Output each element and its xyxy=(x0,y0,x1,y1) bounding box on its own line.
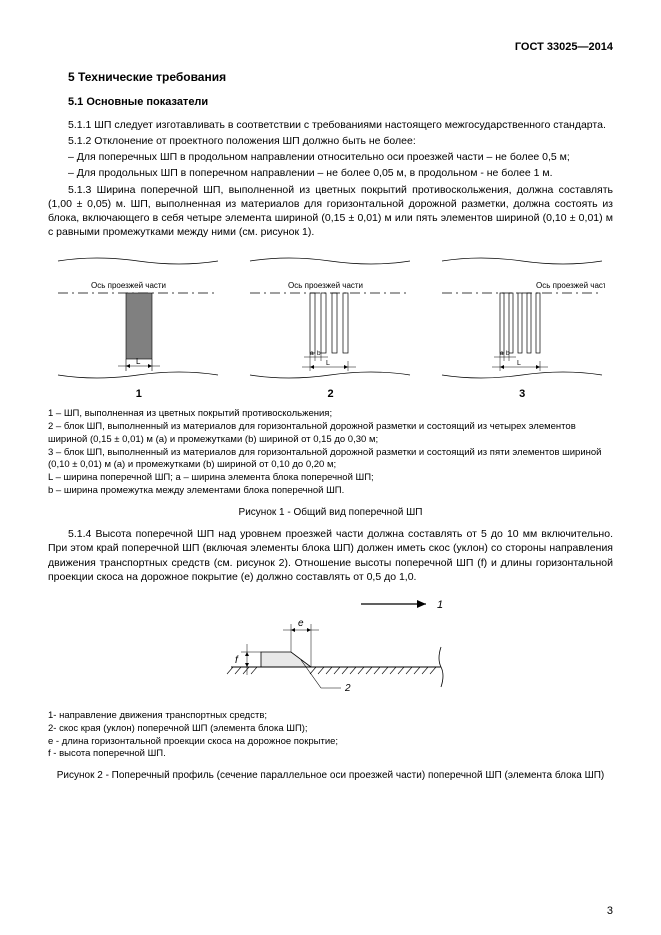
para-511: 5.1.1 ШП следует изготавливать в соответ… xyxy=(48,118,613,132)
figure-2-legend: 1- направление движения транспортных сре… xyxy=(48,710,613,761)
figure-1-svg-2: Ось проезжей части a b L xyxy=(248,253,413,383)
dim-b-2: b xyxy=(317,350,321,357)
figure-1-cell-2: Ось проезжей части a b L 2 xyxy=(240,253,422,402)
legend-line: 2- скос края (уклон) поперечной ШП (элем… xyxy=(48,723,613,736)
legend-line: 3 – блок ШП, выполненный из материалов д… xyxy=(48,447,613,473)
legend-line: 1- направление движения транспортных сре… xyxy=(48,710,613,723)
fig2-label-e: e xyxy=(298,618,304,629)
fig-number-1: 1 xyxy=(48,387,230,402)
subsection-title: Основные показатели xyxy=(86,96,208,108)
legend-line: e - длина горизонтальной проекции скоса … xyxy=(48,736,613,749)
section-number: 5 xyxy=(68,70,75,84)
dim-L-3: L xyxy=(517,360,521,367)
dim-a-3: a xyxy=(500,350,504,357)
legend-line: 1 – ШП, выполненная из цветных покрытий … xyxy=(48,408,613,421)
legend-line: 2 – блок ШП, выполненный из материалов д… xyxy=(48,421,613,447)
axis-label-3: Ось проезжей части xyxy=(536,281,605,290)
fig2-label-1: 1 xyxy=(437,599,443,611)
figure-1-legend: 1 – ШП, выполненная из цветных покрытий … xyxy=(48,408,613,498)
figure-1-cell-3: Ось проезжей части a b L xyxy=(431,253,613,402)
axis-label-2: Ось проезжей части xyxy=(288,281,363,290)
section-title: Технические требования xyxy=(78,70,226,84)
legend-line: L – ширина поперечной ШП; a – ширина эле… xyxy=(48,472,613,485)
dim-L-1: L xyxy=(136,357,141,366)
subsection-number: 5.1 xyxy=(68,96,83,108)
figure-1-svg-3: Ось проезжей части a b L xyxy=(440,253,605,383)
legend-line: b – ширина промежутка между элементами б… xyxy=(48,485,613,498)
dim-b-3: b xyxy=(506,350,510,357)
para-513: 5.1.3 Ширина поперечной ШП, выполненной … xyxy=(48,183,613,240)
figure-2-svg: 1 xyxy=(191,592,471,702)
para-512b: – Для продольных ШП в поперечном направл… xyxy=(48,166,613,180)
para-512: 5.1.2 Отклонение от проектного положения… xyxy=(48,134,613,148)
page: ГОСТ 33025—2014 5 Технические требования… xyxy=(0,0,661,935)
dim-a-2: a xyxy=(310,350,314,357)
section-heading: 5 Технические требования xyxy=(48,69,613,85)
fig-number-2: 2 xyxy=(240,387,422,402)
fig-number-3: 3 xyxy=(431,387,613,402)
figure-1-caption: Рисунок 1 - Общий вид поперечной ШП xyxy=(48,506,613,520)
figure-1-cell-1: Ось проезжей части L 1 xyxy=(48,253,230,402)
axis-label-1: Ось проезжей части xyxy=(91,281,166,290)
para-512a: – Для поперечных ШП в продольном направл… xyxy=(48,150,613,164)
figure-2-caption: Рисунок 2 - Поперечный профиль (сечение … xyxy=(48,769,613,783)
para-514: 5.1.4 Высота поперечной ШП над уровнем п… xyxy=(48,527,613,584)
figure-2-wrap: 1 xyxy=(48,592,613,702)
figure-1-svg-1: Ось проезжей части L xyxy=(56,253,221,383)
subsection-heading: 5.1 Основные показатели xyxy=(48,95,613,110)
legend-line: f - высота поперечной ШП. xyxy=(48,748,613,761)
fig2-label-2: 2 xyxy=(344,683,351,694)
figure-1-row: Ось проезжей части L 1 Ось проезжей част… xyxy=(48,253,613,402)
doc-header: ГОСТ 33025—2014 xyxy=(48,40,613,55)
page-number: 3 xyxy=(607,904,613,919)
dim-L-2: L xyxy=(326,360,330,367)
fig2-label-f: f xyxy=(235,655,239,666)
